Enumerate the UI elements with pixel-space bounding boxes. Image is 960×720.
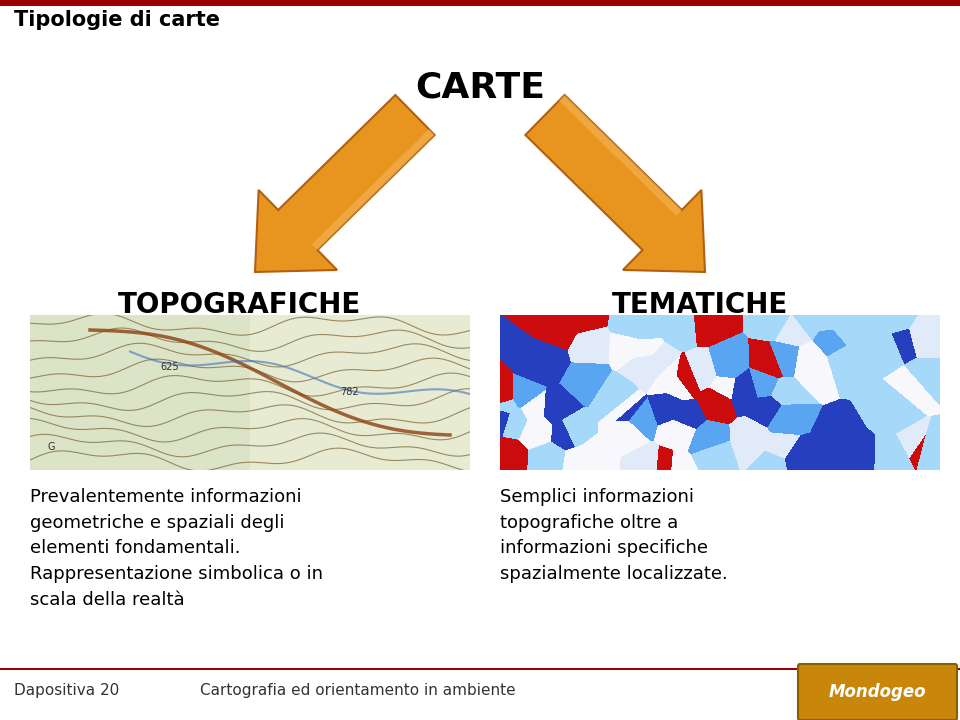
Text: TEMATICHE: TEMATICHE xyxy=(612,291,788,319)
Text: Semplici informazioni
topografiche oltre a
informazioni specifiche
spazialmente : Semplici informazioni topografiche oltre… xyxy=(500,488,728,583)
Text: Prevalentemente informazioni
geometriche e spaziali degli
elementi fondamentali.: Prevalentemente informazioni geometriche… xyxy=(30,488,323,609)
Polygon shape xyxy=(559,95,682,216)
Text: Tipologie di carte: Tipologie di carte xyxy=(14,10,220,30)
Bar xyxy=(0,668,960,670)
Polygon shape xyxy=(312,130,435,250)
Polygon shape xyxy=(255,95,435,272)
Text: TOPOGRAFICHE: TOPOGRAFICHE xyxy=(118,291,362,319)
Bar xyxy=(0,0,960,6)
Text: Mondogeo: Mondogeo xyxy=(828,683,926,701)
Polygon shape xyxy=(525,95,705,272)
Text: CARTE: CARTE xyxy=(415,71,545,105)
Text: Dapositiva 20: Dapositiva 20 xyxy=(14,683,119,698)
Text: Cartografia ed orientamento in ambiente: Cartografia ed orientamento in ambiente xyxy=(200,683,516,698)
FancyBboxPatch shape xyxy=(798,664,957,720)
